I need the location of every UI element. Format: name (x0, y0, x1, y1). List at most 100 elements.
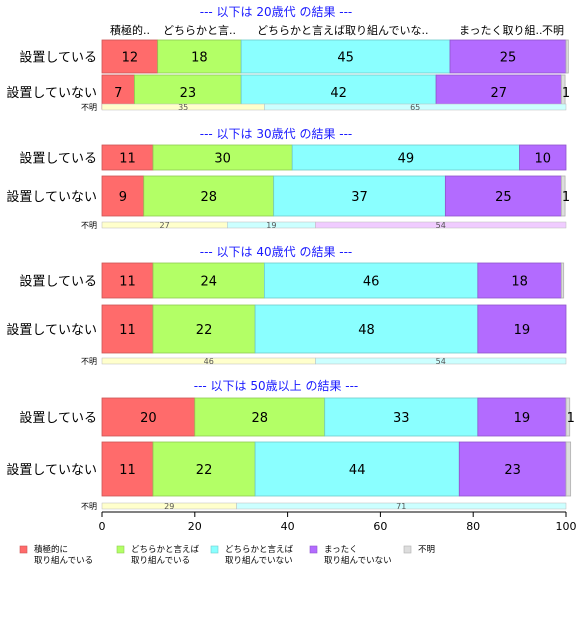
bar-segment (254, 304, 479, 354)
legend-label: 取り組んでいる (34, 555, 93, 566)
legend-swatch (403, 545, 412, 554)
data-label: 22 (196, 463, 213, 478)
bar-segment (101, 39, 159, 74)
bar-segment (157, 39, 242, 74)
bar-segment (254, 441, 460, 497)
category-label: 設置している (19, 151, 97, 167)
data-label: 22 (196, 323, 213, 338)
panel-title: --- 以下は 30歳代 の結果 --- (200, 127, 353, 141)
data-label: 45 (337, 51, 354, 66)
header-label: 不明 (542, 24, 564, 37)
legend-swatch (116, 545, 125, 554)
legend-label: どちらかと言えば (131, 544, 200, 555)
bar-segment (134, 74, 242, 110)
unknown-segment (264, 103, 567, 111)
header-label: まったく取り組.. (459, 24, 543, 37)
data-label: 24 (200, 275, 217, 290)
data-label: 20 (140, 411, 157, 426)
data-label: 1 (562, 190, 570, 205)
x-tick-label: 0 (99, 520, 106, 533)
bar-segment (101, 175, 145, 217)
data-label: 19 (514, 323, 531, 338)
panel-title: --- 以下は 40歳代 の結果 --- (200, 245, 353, 259)
legend-swatch (309, 545, 318, 554)
data-label: 30 (214, 152, 231, 167)
bar-segment (458, 441, 567, 497)
bar-segment (152, 304, 256, 354)
x-tick-label: 100 (556, 520, 577, 533)
bar-segment (477, 397, 567, 437)
data-label: 48 (358, 323, 375, 338)
data-label: 25 (500, 51, 517, 66)
unknown-value: 65 (410, 103, 420, 112)
unknown-value: 46 (204, 357, 214, 366)
bar-segment (324, 397, 479, 437)
data-label: 44 (349, 463, 366, 478)
legend-swatch (19, 545, 28, 554)
bar-segment (291, 144, 520, 171)
header-label: 積極的.. (110, 23, 150, 37)
bar-segment (152, 441, 256, 497)
data-label: 11 (119, 323, 136, 338)
bar-segment (477, 262, 562, 299)
category-label: 設置していない (6, 189, 97, 205)
bar-segment (101, 144, 154, 171)
data-label: 1 (562, 86, 570, 101)
data-label: 49 (398, 152, 415, 167)
category-label: 設置していない (6, 322, 97, 338)
bar-segment (519, 144, 567, 171)
data-label: 23 (180, 86, 197, 101)
bar-segment (263, 262, 479, 299)
x-tick-label: 40 (281, 520, 295, 533)
legend-label: 取り組んでいる (131, 555, 190, 566)
data-label: 33 (393, 411, 410, 426)
bar-segment (240, 39, 451, 74)
panel-title: --- 以下は 50歳以上 の結果 --- (194, 379, 359, 393)
bar-segment (560, 175, 566, 217)
bar-segment (444, 175, 562, 217)
unknown-label: 不明 (81, 221, 97, 230)
x-tick-label: 20 (188, 520, 202, 533)
bar-segment (477, 304, 567, 354)
legend-label: 取り組んでいない (225, 555, 293, 566)
bar-segment (565, 39, 569, 74)
unknown-value: 19 (266, 221, 276, 230)
data-label: 11 (119, 275, 136, 290)
data-label: 28 (251, 411, 268, 426)
panel-title: --- 以下は 20歳代 の結果 --- (200, 5, 353, 19)
data-label: 7 (114, 86, 122, 101)
data-label: 27 (490, 86, 507, 101)
data-label: 10 (535, 152, 552, 167)
bar-segment (560, 262, 565, 299)
unknown-value: 35 (178, 103, 188, 112)
header-label: どちらかと言えば取り組んでいな.. (257, 24, 428, 37)
bar-segment (565, 441, 572, 497)
bar-segment (565, 397, 571, 437)
bar-segment (152, 262, 265, 299)
data-label: 42 (330, 86, 347, 101)
unknown-segment (315, 357, 567, 365)
legend-label: どちらかと言えば (225, 544, 294, 555)
legend-swatch (210, 545, 219, 554)
data-label: 11 (119, 463, 136, 478)
bar-segment (449, 39, 567, 74)
bar-segment (101, 304, 154, 354)
unknown-value: 27 (160, 221, 170, 230)
legend-label: 取り組んでいない (324, 555, 392, 566)
unknown-value: 71 (396, 502, 406, 511)
legend-label: 積極的に (34, 544, 68, 555)
header-label: どちらかと言.. (163, 24, 236, 37)
data-label: 1 (567, 411, 575, 426)
data-label: 12 (122, 51, 139, 66)
category-label: 設置している (19, 274, 97, 290)
data-label: 23 (504, 463, 521, 478)
category-label: 設置していない (6, 462, 97, 478)
bar-segment (435, 74, 562, 110)
unknown-label: 不明 (81, 103, 97, 112)
data-label: 18 (191, 51, 208, 66)
unknown-value: 29 (164, 502, 174, 511)
data-label: 37 (351, 190, 368, 205)
unknown-segment (236, 502, 567, 510)
unknown-value: 54 (436, 357, 446, 366)
unknown-label: 不明 (81, 502, 97, 511)
